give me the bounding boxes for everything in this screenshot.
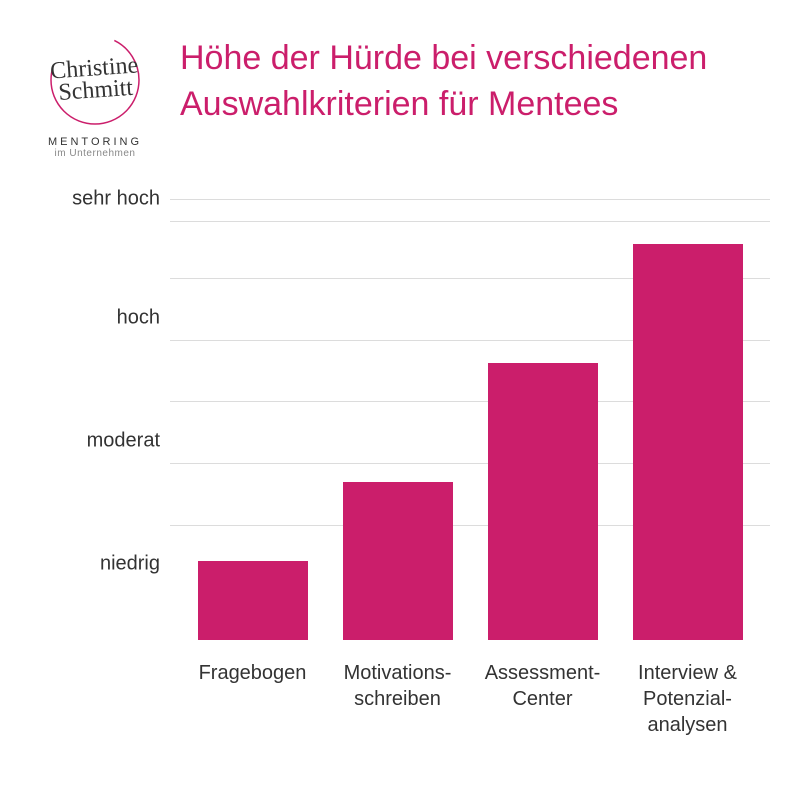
logo-circle: Christine Schmitt: [45, 30, 145, 130]
x-axis-labels: FragebogenMotivations- schreibenAssessme…: [170, 650, 770, 750]
logo-subtitle-2: im Unternehmen: [30, 148, 160, 159]
x-axis-label: Interview & Potenzial- analysen: [618, 660, 758, 750]
x-axis-label: Assessment- Center: [473, 660, 613, 750]
y-axis-labels: niedrigmoderathochsehr hoch: [30, 200, 160, 640]
x-axis-label: Fragebogen: [183, 660, 323, 750]
brand-logo: Christine Schmitt MENTORING im Unternehm…: [30, 30, 160, 159]
bar: [198, 561, 308, 640]
y-axis-label: sehr hoch: [30, 188, 160, 211]
bar: [633, 244, 743, 640]
logo-name: Christine Schmitt: [50, 55, 141, 104]
x-axis-label: Motivations- schreiben: [328, 660, 468, 750]
bars-group: [170, 200, 770, 640]
y-axis-label: hoch: [30, 306, 160, 329]
plot-area: [170, 200, 770, 640]
y-axis-label: niedrig: [30, 553, 160, 576]
chart-title: Höhe der Hürde bei verschiedenen Auswahl…: [180, 30, 770, 128]
logo-subtitle-1: MENTORING: [30, 136, 160, 148]
y-axis-label: moderat: [30, 430, 160, 453]
chart-container: niedrigmoderathochsehr hoch FragebogenMo…: [30, 200, 770, 750]
bar: [488, 363, 598, 640]
bar: [343, 482, 453, 640]
